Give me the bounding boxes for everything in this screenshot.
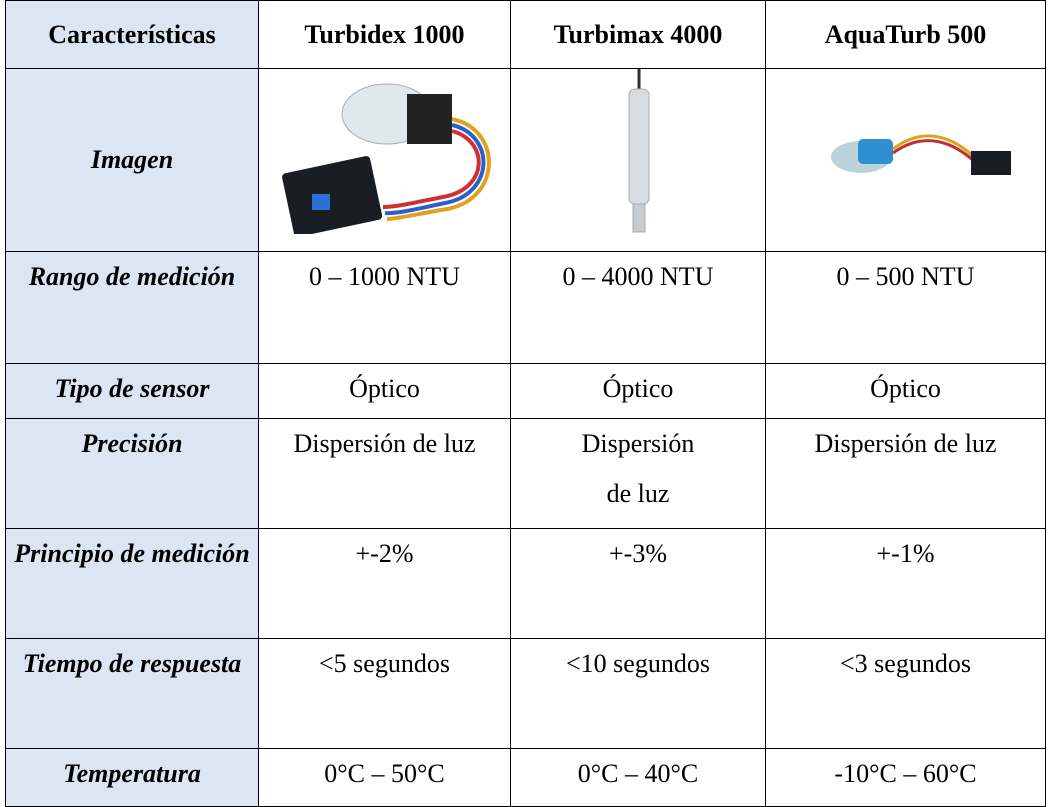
header-cell: Características bbox=[5, 0, 259, 69]
row: Temperatura 0°C – 50°C 0°C – 40°C -10°C … bbox=[5, 748, 1046, 807]
cell: +-3% bbox=[510, 528, 766, 639]
row: Tiempo de respuesta <5 segundos <10 segu… bbox=[5, 638, 1046, 749]
row: Rango de medición 0 – 1000 NTU 0 – 4000 … bbox=[5, 251, 1046, 364]
cell: +-2% bbox=[258, 528, 511, 639]
comparison-table: Características Turbidex 1000 Turbimax 4… bbox=[5, 0, 1046, 807]
image-row: Imagen bbox=[5, 68, 1046, 252]
image-cell bbox=[510, 68, 766, 252]
cell: +-1% bbox=[765, 528, 1046, 639]
row: Precisión Dispersión de luz Dispersión d… bbox=[5, 418, 1046, 529]
header-cell: Turbidex 1000 bbox=[258, 0, 511, 69]
row: Principio de medición +-2% +-3% +-1% bbox=[5, 528, 1046, 639]
row-label: Temperatura bbox=[5, 748, 259, 807]
row-label: Tiempo de respuesta bbox=[5, 638, 259, 749]
cell: 0°C – 40°C bbox=[510, 748, 766, 807]
row-label: Rango de medición bbox=[5, 251, 259, 364]
image-cell bbox=[765, 68, 1046, 252]
cell: Óptico bbox=[765, 363, 1046, 419]
cell: Dispersión de luz bbox=[258, 418, 511, 529]
sensor-image bbox=[628, 69, 650, 233]
header-cell: Turbimax 4000 bbox=[510, 0, 766, 69]
cell: 0°C – 50°C bbox=[258, 748, 511, 807]
row-label: Tipo de sensor bbox=[5, 363, 259, 419]
row-label: Imagen bbox=[5, 68, 259, 252]
cell: Óptico bbox=[258, 363, 511, 419]
cell: <5 segundos bbox=[258, 638, 511, 749]
row-label: Principio de medición bbox=[5, 528, 259, 639]
cell: 0 – 4000 NTU bbox=[510, 251, 766, 364]
sensor-image bbox=[830, 134, 1011, 175]
header-row: Características Turbidex 1000 Turbimax 4… bbox=[5, 0, 1046, 69]
cell: <3 segundos bbox=[765, 638, 1046, 749]
row: Tipo de sensor Óptico Óptico Óptico bbox=[5, 363, 1046, 419]
cell: Óptico bbox=[510, 363, 766, 419]
cell: Dispersión de luz bbox=[765, 418, 1046, 529]
cell: -10°C – 60°C bbox=[765, 748, 1046, 807]
row-label: Precisión bbox=[5, 418, 259, 529]
image-cell bbox=[258, 68, 511, 252]
cell: <10 segundos bbox=[510, 638, 766, 749]
cell: 0 – 500 NTU bbox=[765, 251, 1046, 364]
header-cell: AquaTurb 500 bbox=[765, 0, 1046, 69]
sensor-image bbox=[282, 83, 491, 237]
cell: Dispersión de luz bbox=[510, 418, 766, 529]
cell: 0 – 1000 NTU bbox=[258, 251, 511, 364]
